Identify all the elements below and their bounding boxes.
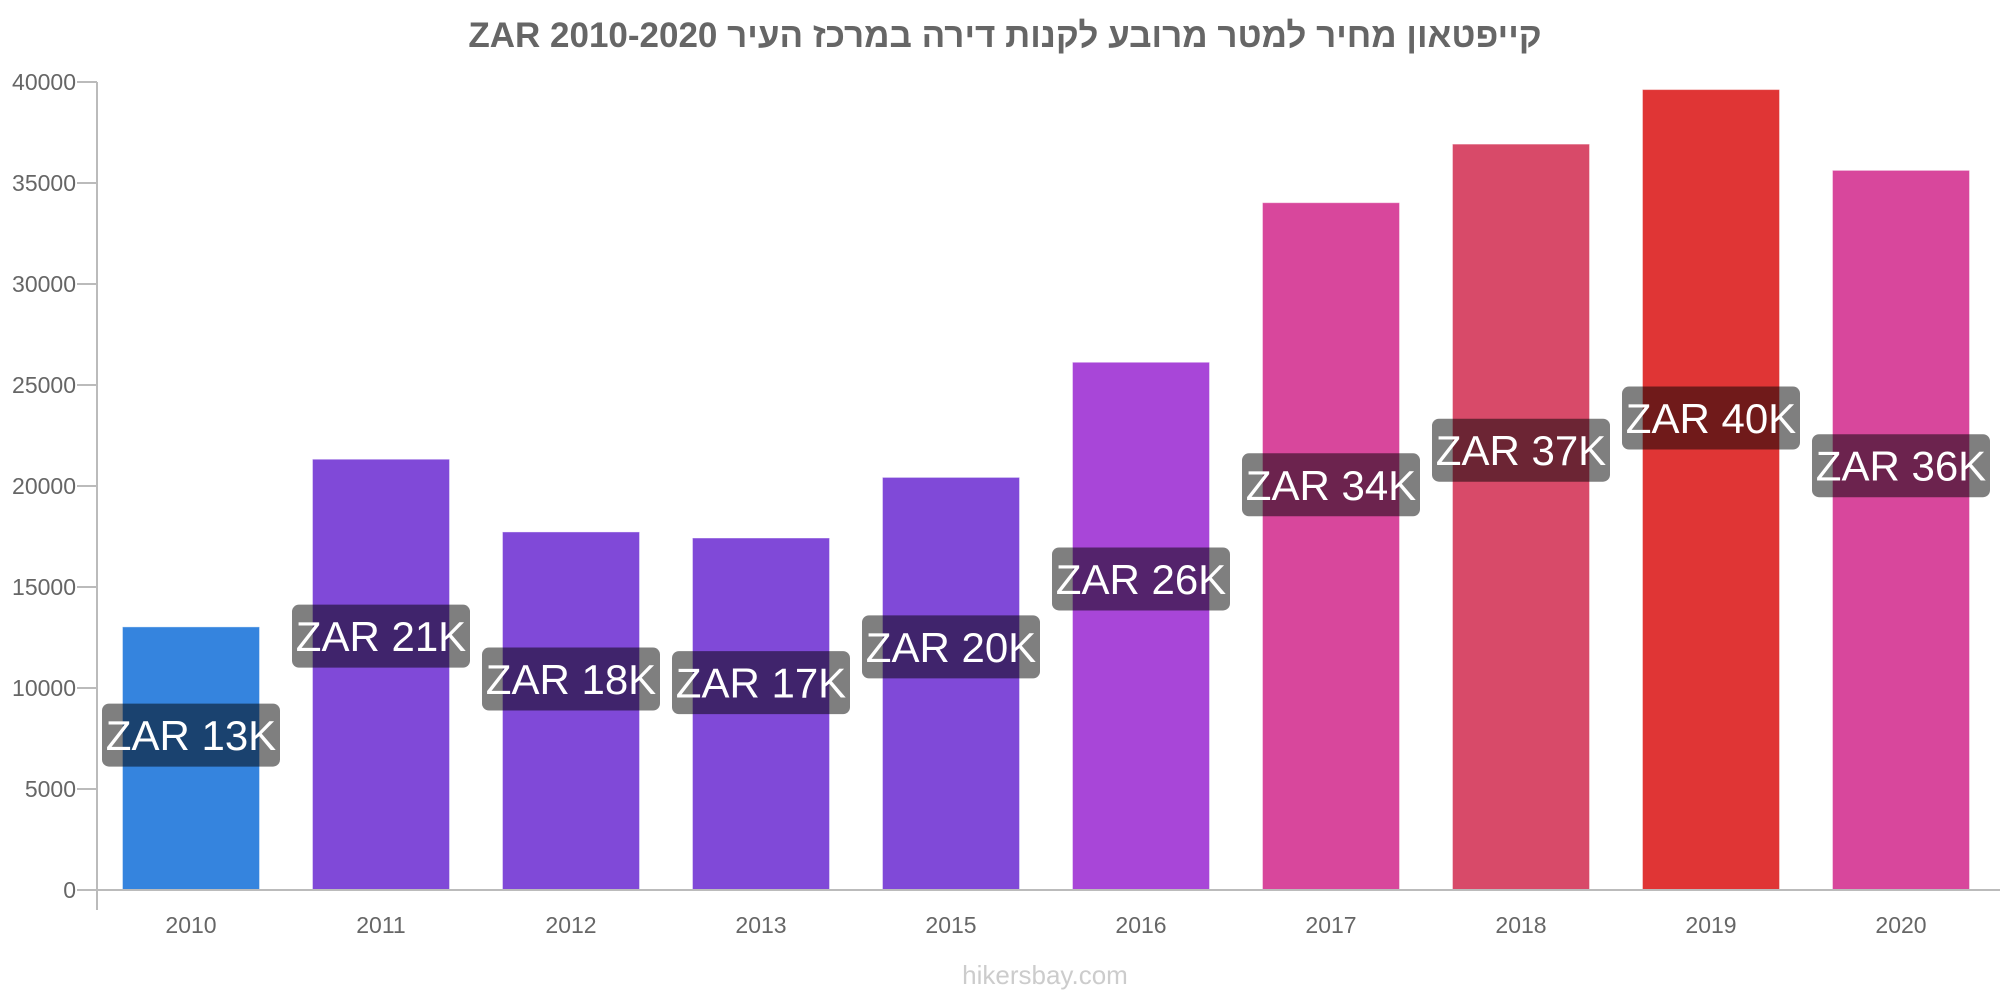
y-tick-label: 35000 bbox=[12, 170, 76, 196]
data-label: ZAR 21K bbox=[296, 613, 466, 660]
bar-2015 bbox=[882, 477, 1020, 891]
data-label-box bbox=[1432, 418, 1610, 482]
bar-2018 bbox=[1452, 144, 1590, 891]
y-tick-label: 10000 bbox=[12, 675, 76, 701]
y-tick-label: 25000 bbox=[12, 372, 76, 398]
data-label: ZAR 37K bbox=[1436, 427, 1606, 474]
data-label: ZAR 17K bbox=[676, 660, 846, 707]
data-label-box bbox=[1242, 453, 1420, 517]
data-label: ZAR 26K bbox=[1056, 556, 1226, 603]
x-tick-label: 2019 bbox=[1685, 912, 1736, 938]
y-tick-label: 5000 bbox=[25, 776, 76, 802]
bar-2011 bbox=[312, 459, 450, 891]
x-tick-label: 2015 bbox=[925, 912, 976, 938]
y-tick-label: 0 bbox=[63, 877, 76, 903]
bar-2012 bbox=[502, 531, 640, 891]
bar-2020 bbox=[1832, 170, 1970, 891]
data-label-box bbox=[672, 651, 850, 715]
x-tick-label: 2012 bbox=[545, 912, 596, 938]
data-label: ZAR 40K bbox=[1626, 395, 1796, 442]
data-label-box bbox=[1812, 434, 1990, 498]
data-label: ZAR 34K bbox=[1246, 462, 1416, 509]
data-label-box bbox=[862, 615, 1040, 679]
x-tick-label: 2017 bbox=[1305, 912, 1356, 938]
bars bbox=[122, 89, 1970, 891]
y-tick-label: 40000 bbox=[12, 69, 76, 95]
y-tick-label: 15000 bbox=[12, 574, 76, 600]
data-label: ZAR 13K bbox=[106, 712, 276, 759]
watermark: hikersbay.com bbox=[962, 960, 1128, 990]
x-tick-label: 2010 bbox=[165, 912, 216, 938]
x-tick-label: 2016 bbox=[1115, 912, 1166, 938]
data-label-box bbox=[292, 604, 470, 668]
data-labels: ZAR 13K ZAR 21K ZAR 18K ZAR 17K ZAR 20K ZAR 2… bbox=[102, 386, 1990, 767]
chart-title: קייפטאון מחיר למטר מרובע לקנות דירה במרכ… bbox=[468, 16, 1542, 55]
bar-2016 bbox=[1072, 362, 1210, 891]
data-label: ZAR 20K bbox=[866, 624, 1036, 671]
data-label-box bbox=[482, 647, 660, 711]
x-tick-label: 2013 bbox=[735, 912, 786, 938]
y-tick-label: 30000 bbox=[12, 271, 76, 297]
y-axis: 0 5000 10000 15000 20000 25000 30000 35000 40000 bbox=[12, 69, 98, 910]
data-label: ZAR 18K bbox=[486, 656, 656, 703]
bar-2013 bbox=[692, 538, 830, 891]
data-label-box bbox=[102, 703, 280, 767]
bar-2019 bbox=[1642, 89, 1780, 891]
x-axis: 2010 2011 2012 2013 2015 2016 2017 2018 2019 2020 bbox=[77, 889, 2000, 938]
data-label-box bbox=[1052, 547, 1230, 611]
x-tick-label: 2011 bbox=[356, 912, 405, 938]
bar-2017 bbox=[1262, 202, 1400, 891]
x-tick-label: 2020 bbox=[1875, 912, 1926, 938]
data-label-box bbox=[1622, 386, 1800, 450]
x-tick-label: 2018 bbox=[1495, 912, 1546, 938]
y-tick-label: 20000 bbox=[12, 473, 76, 499]
data-label: ZAR 36K bbox=[1816, 443, 1986, 490]
